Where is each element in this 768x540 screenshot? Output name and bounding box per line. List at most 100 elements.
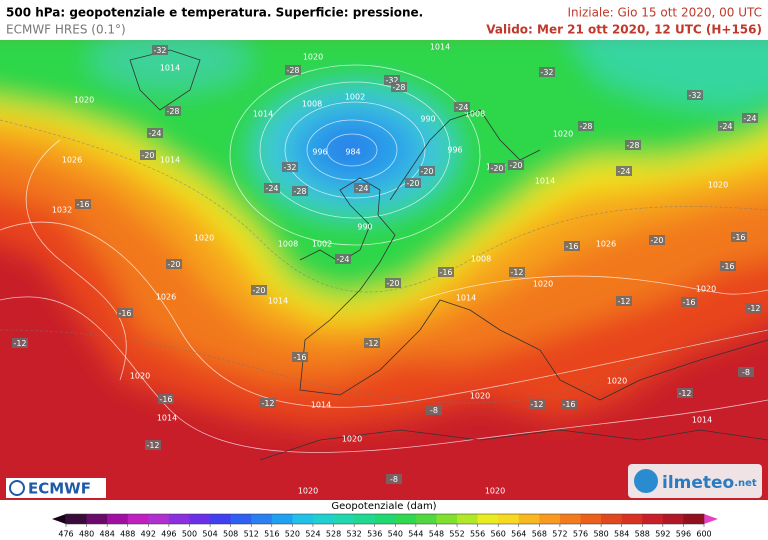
temperature-label: -12 (510, 268, 523, 277)
temperature-box (687, 90, 703, 100)
temperature-box (75, 199, 91, 209)
temperature-label: -16 (682, 298, 695, 307)
pressure-label: 996 (447, 146, 462, 155)
colorbar-segment (251, 514, 273, 524)
temperature-box (738, 367, 754, 377)
colorbar-label: 528 (326, 530, 341, 539)
temperature-label: -24 (336, 255, 349, 264)
temperature-box (718, 121, 734, 131)
temperature-box (746, 303, 762, 313)
temperature-box (731, 232, 747, 242)
colorbar-segment (210, 514, 232, 524)
pressure-label: 1014 (253, 110, 273, 119)
temperature-label: -12 (617, 297, 630, 306)
temperature-box (335, 254, 351, 264)
pressure-label: 1020 (303, 53, 323, 62)
pressure-label: 990 (420, 115, 435, 124)
colorbar-segment (642, 514, 664, 524)
pressure-label: 984 (345, 148, 360, 157)
colorbar: 476 480 484 488 492 496 500 504 508 512 516 520 524 5… (52, 513, 718, 539)
temperature-label: -12 (530, 400, 543, 409)
colorbar-segment (477, 514, 499, 524)
colorbar-end (704, 514, 718, 524)
pressure-label: 1026 (62, 156, 82, 165)
colorbar-label: 492 (141, 530, 156, 539)
colorbar-segment (683, 514, 705, 524)
temperature-box (166, 259, 182, 269)
colorbar-label: 576 (573, 530, 588, 539)
temperature-label: -32 (153, 46, 166, 55)
temperature-box (152, 45, 168, 55)
temperature-label: -20 (650, 236, 663, 245)
colorbar-label: 488 (120, 530, 135, 539)
colorbar-label: 476 (58, 530, 73, 539)
temperature-box (489, 163, 505, 173)
colorbar-segment (271, 514, 293, 524)
colorbar-segment (354, 514, 376, 524)
temperature-box (681, 297, 697, 307)
colorbar-segment (86, 514, 108, 524)
temperature-box (282, 162, 298, 172)
pressure-label: 1020 (470, 392, 490, 401)
temperature-box (384, 75, 400, 85)
temperature-box (561, 399, 577, 409)
colorbar-label: 508 (223, 530, 238, 539)
colorbar-label: 516 (264, 530, 279, 539)
pressure-label: 1008 (302, 100, 322, 109)
temperature-box (385, 278, 401, 288)
temperature-label: -32 (540, 68, 553, 77)
colorbar-segment (189, 514, 211, 524)
colorbar-label: 524 (305, 530, 320, 539)
temperature-label: -24 (148, 129, 161, 138)
temperature-label: -20 (252, 286, 265, 295)
colorbar-label: 568 (532, 530, 547, 539)
colorbar-segment (374, 514, 396, 524)
pressure-label: 1014 (160, 64, 180, 73)
temperature-label: -16 (76, 200, 89, 209)
colorbar-title: Geopotenziale (dam) (331, 501, 436, 512)
colorbar-end (52, 514, 66, 524)
colorbar-label: 480 (79, 530, 94, 539)
colorbar-label: 484 (100, 530, 115, 539)
temperature-box (354, 183, 370, 193)
colorbar-label: 496 (161, 530, 176, 539)
colorbar-label: 556 (470, 530, 485, 539)
colorbar-label: 572 (552, 530, 567, 539)
colorbar-segment (518, 514, 540, 524)
temperature-label: -12 (365, 339, 378, 348)
colorbar-segment (539, 514, 561, 524)
temperature-box (454, 102, 470, 112)
temperature-label: -32 (283, 163, 296, 172)
pressure-label: 1002 (312, 240, 332, 249)
colorbar-segment (230, 514, 252, 524)
colorbar-label: 520 (285, 530, 300, 539)
colorbar-label: 592 (655, 530, 670, 539)
temperature-label: -16 (439, 268, 452, 277)
colorbar-segment (601, 514, 623, 524)
temperature-label: -28 (579, 122, 592, 131)
temperature-box (509, 267, 525, 277)
colorbar-frame (65, 513, 705, 525)
colorbar-label: 532 (346, 530, 361, 539)
pressure-label: 1020 (553, 130, 573, 139)
temperature-box (405, 178, 421, 188)
init-time: Iniziale: Gio 15 ott 2020, 00 UTC (567, 6, 762, 20)
colorbar-segment (580, 514, 602, 524)
temperature-box (616, 296, 632, 306)
pressure-label: 1020 (298, 487, 318, 496)
pressure-label: 1020 (130, 372, 150, 381)
colorbar-segment (312, 514, 335, 524)
temperature-label: -28 (626, 141, 639, 150)
pressure-label: 1020 (533, 280, 553, 289)
pressure-label: 1026 (156, 293, 176, 302)
temperature-box (292, 352, 308, 362)
temperature-label: -8 (390, 475, 398, 484)
temperature-box (564, 241, 580, 251)
colorbar-segment (107, 514, 129, 524)
temperature-box (578, 121, 594, 131)
colorbar-segment (66, 514, 88, 524)
pressure-label: 1014 (311, 401, 331, 410)
temperature-box (677, 388, 693, 398)
temperature-label: -24 (617, 167, 630, 176)
colorbar-label: 584 (614, 530, 629, 539)
